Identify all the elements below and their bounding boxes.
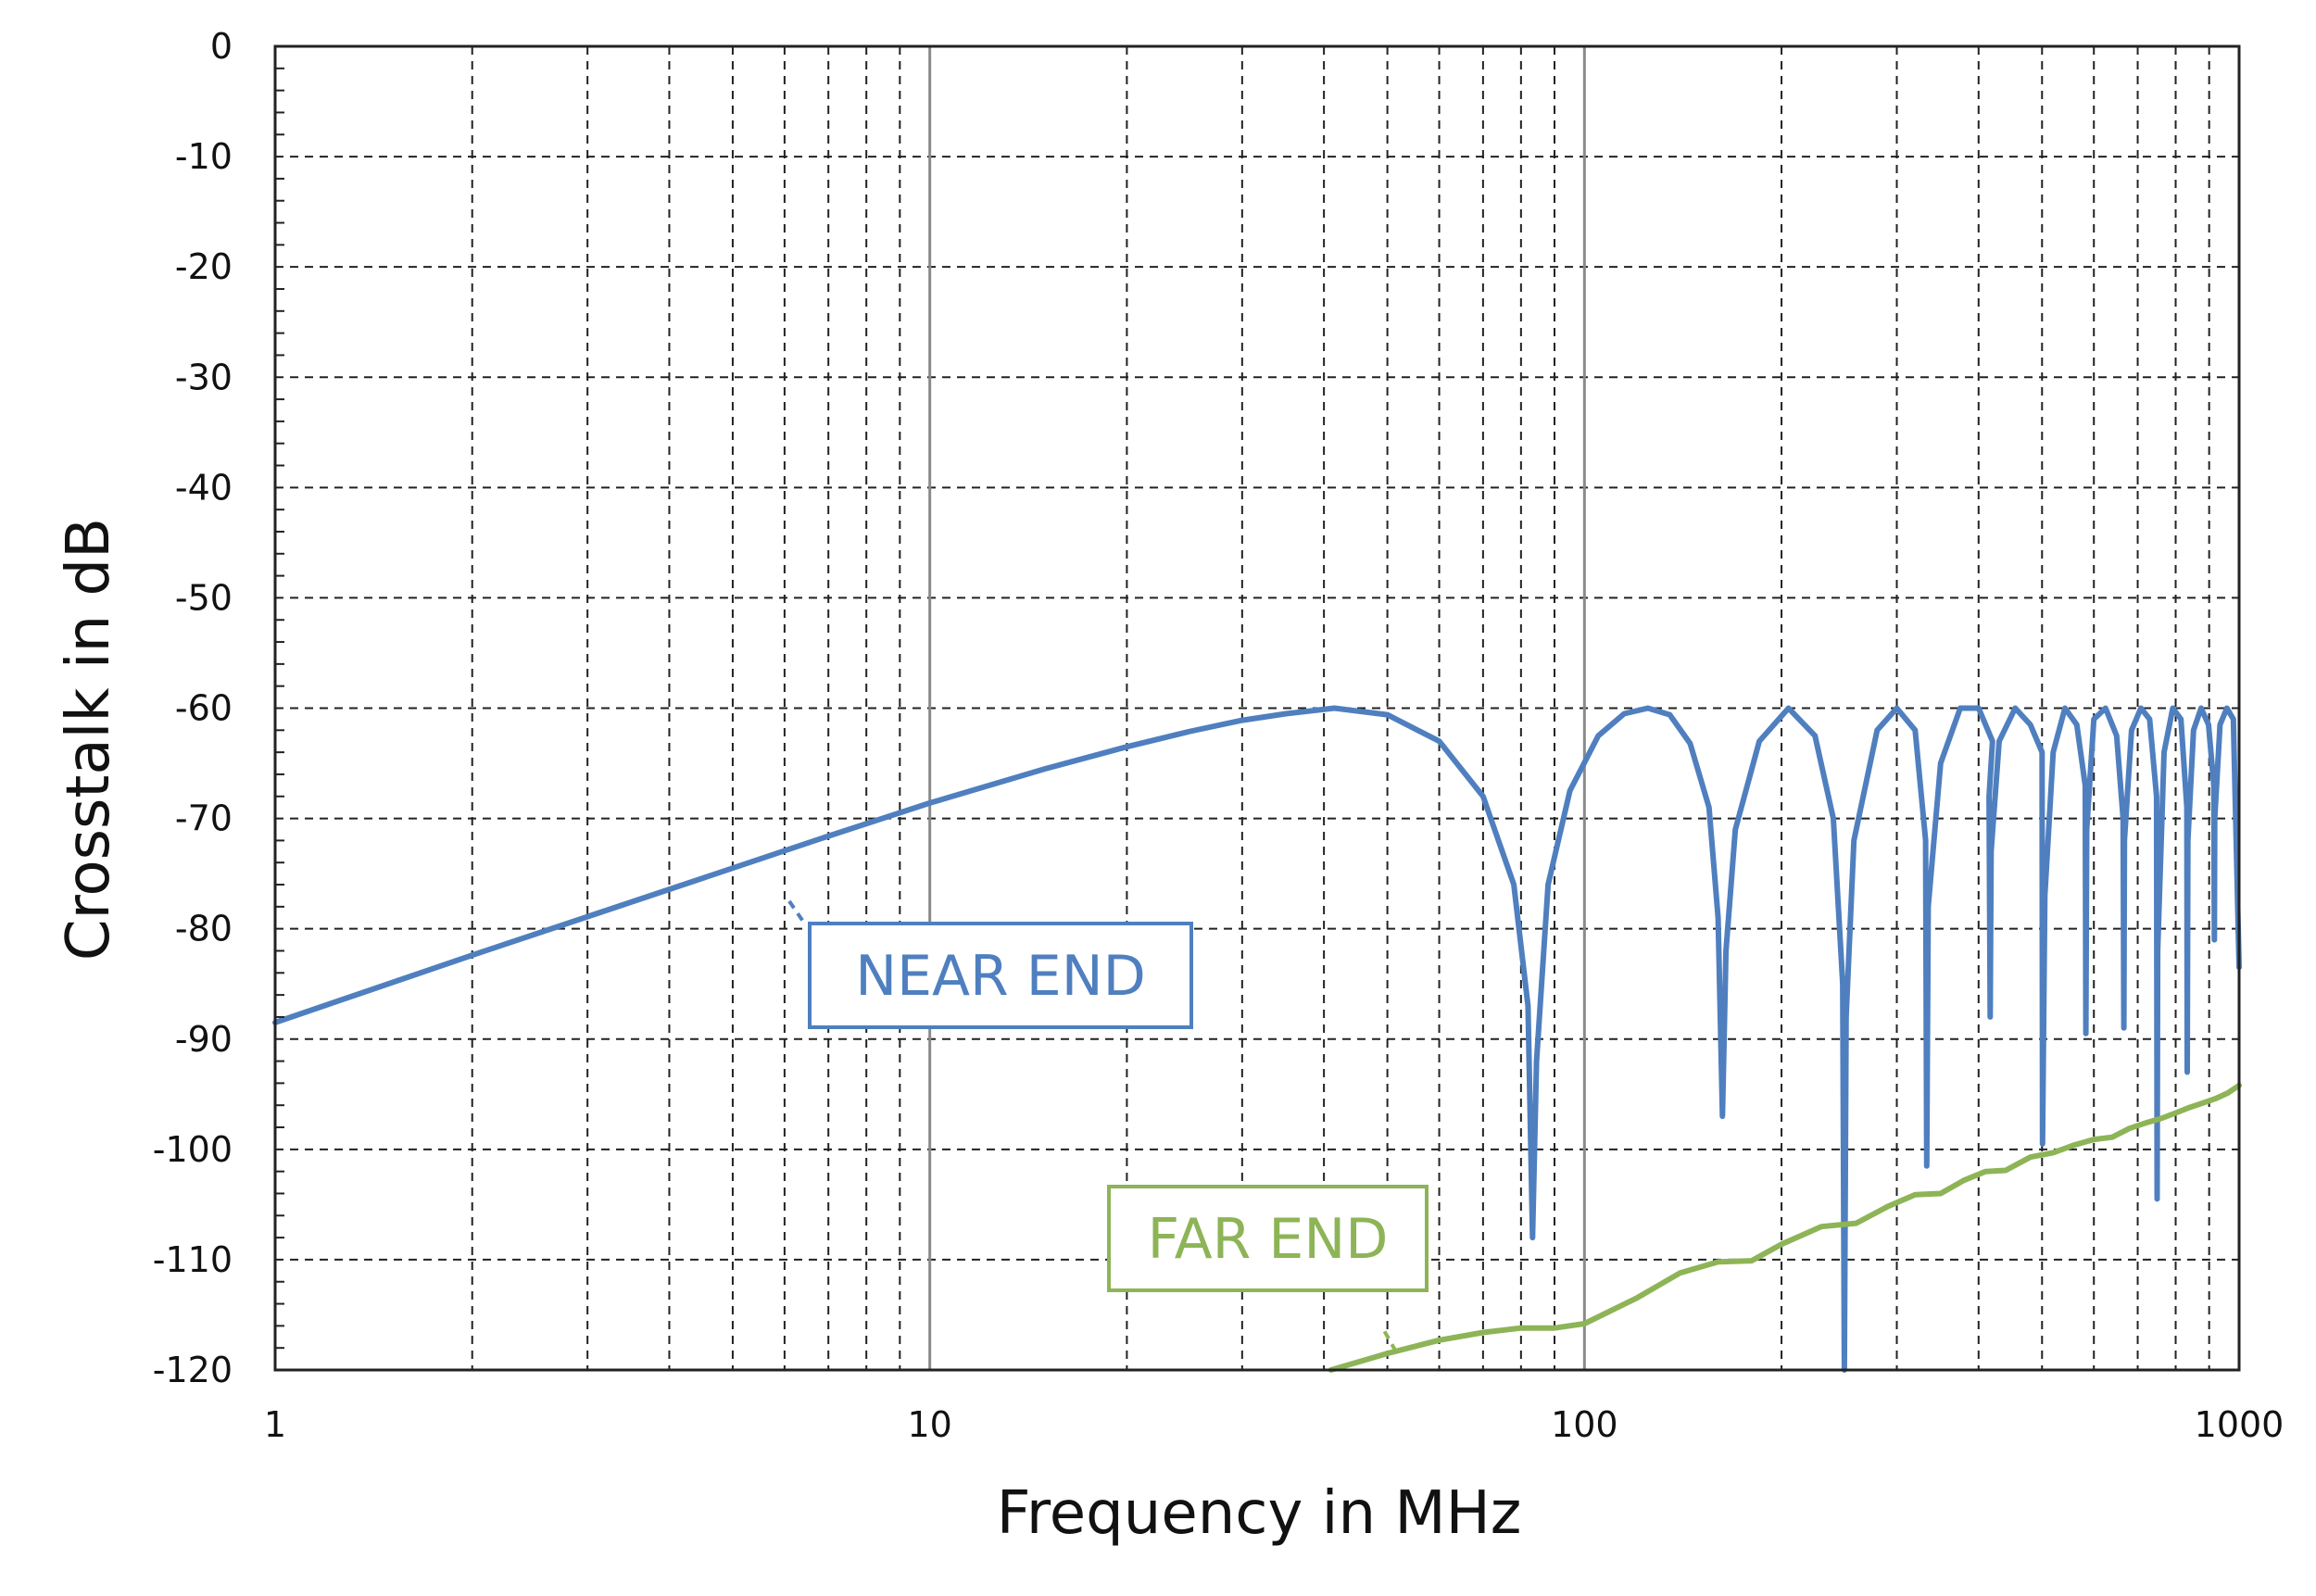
series-layer (272, 705, 2242, 1373)
callout-pointer-far-end (1382, 1330, 1398, 1352)
callout-pointer-near-end (787, 899, 805, 923)
y-tick-label: -100 (153, 1129, 233, 1170)
series-line-far-end (1328, 1082, 2242, 1373)
y-tick-label: -60 (175, 688, 233, 729)
callout-box-far-end (1107, 1185, 1429, 1292)
y-tick-label: -10 (175, 136, 233, 177)
y-tick-label: -120 (153, 1350, 233, 1390)
callout-label-far-end: FAR END (1148, 1207, 1389, 1272)
axes (273, 44, 2241, 1372)
tick-labels: 0 -10 -20 -30 -40 -50 -60 -70 -80 -90 -100 -110 -120… (153, 26, 2285, 1445)
y-tick-label: -30 (175, 357, 233, 397)
x-tick-label: 100 (1551, 1404, 1618, 1445)
grid (275, 46, 2239, 1370)
y-tick-label: -70 (175, 798, 233, 839)
callout-box-near-end (808, 922, 1193, 1029)
plot-frame (273, 44, 2241, 1372)
y-axis-title: Crosstalk in dB (55, 518, 123, 961)
x-tick-label: 1 (264, 1404, 286, 1445)
x-tick-label: 1000 (2195, 1404, 2285, 1445)
y-tick-label: -40 (175, 467, 233, 508)
y-tick-label: -110 (153, 1239, 233, 1280)
series-line-near-end (272, 705, 2242, 1373)
y-tick-label: -50 (175, 577, 233, 618)
x-tick-label: 10 (907, 1404, 951, 1445)
y-tick-label: -80 (175, 909, 233, 949)
annotations: NEAR END FAR END (787, 899, 1429, 1352)
y-tick-label: -90 (175, 1019, 233, 1060)
y-tick-label: 0 (210, 26, 233, 67)
x-axis-title: Frequency in MHz (997, 1479, 1522, 1548)
callout-label-near-end: NEAR END (855, 944, 1146, 1009)
y-tick-label: -20 (175, 246, 233, 287)
